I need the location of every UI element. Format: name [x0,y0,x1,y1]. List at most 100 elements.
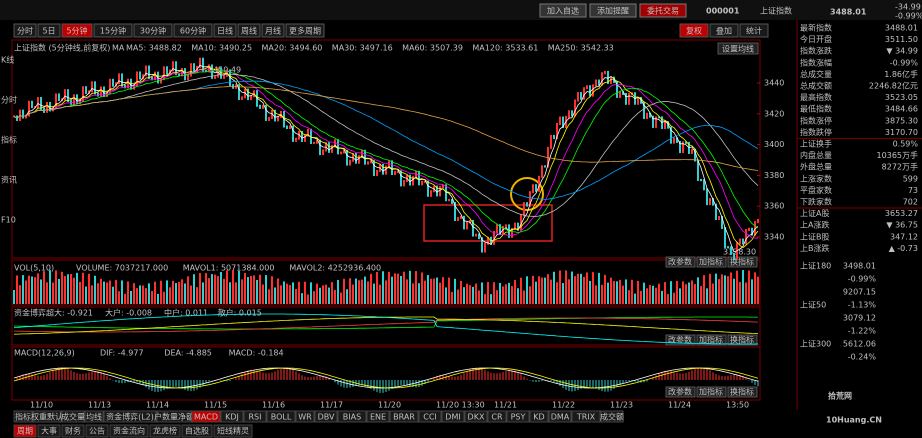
macd-bar [160,380,162,392]
bottom-tab[interactable] [85,424,109,438]
indicator-tab[interactable] [266,410,296,423]
candle [694,148,696,162]
candle [304,134,306,142]
volume-bar [172,280,174,304]
indicator-tab[interactable] [156,410,192,423]
indicator-tab[interactable] [571,410,601,423]
macd-bar [190,380,192,392]
period-tab[interactable] [93,23,133,38]
period-tab[interactable] [13,23,37,38]
indicator-tab[interactable] [441,410,465,423]
indicator-tab[interactable] [529,410,549,423]
indicator-tab[interactable] [389,410,419,423]
button[interactable] [665,256,696,268]
bottom-tab[interactable] [181,424,213,438]
candle [109,78,111,94]
macd-bar [163,380,165,391]
button[interactable] [727,386,758,398]
indicator-tab[interactable] [220,410,244,423]
volume-bar [460,280,462,304]
candle [481,237,483,253]
candle [175,61,177,76]
bottom-tab[interactable] [61,424,85,438]
indicator-tab[interactable] [243,410,267,423]
indicator-tab[interactable] [464,410,488,423]
indicator-tab[interactable] [32,410,62,423]
button[interactable] [665,386,696,398]
button[interactable] [696,386,727,398]
button[interactable] [727,334,758,346]
period-tab[interactable] [237,23,261,38]
bottom-tab[interactable] [213,424,253,438]
macd-bar [316,376,318,380]
indicator-tab[interactable] [548,410,572,423]
button[interactable] [717,42,759,55]
button[interactable] [665,334,696,346]
chart-title: 上证指数 (5分钟线,前复权) [14,43,110,53]
price-tick: 3420 [764,109,784,118]
bottom-tab[interactable] [109,424,149,438]
bottom-tab[interactable] [37,424,61,438]
period-tab[interactable] [285,23,325,38]
period-tab[interactable] [213,23,237,38]
quote-value: 3653.27 [885,209,918,218]
indicator-tab[interactable] [103,410,157,423]
period-tab[interactable] [173,23,213,38]
macd-bar [421,380,423,386]
volume-bar [745,282,747,304]
ma-value: MA10: 3490.25 [191,44,252,53]
indicator-tab[interactable] [487,410,507,423]
period-tab[interactable] [261,23,285,38]
panel-label: VOL(5,10) [14,264,54,273]
indicator-tab[interactable] [506,410,530,423]
macd-bar [466,371,468,380]
candle [484,242,486,253]
candle [571,110,573,117]
period-tab[interactable] [37,23,61,38]
bottom-tab[interactable] [149,424,181,438]
indicator-tab[interactable] [600,410,624,423]
indicator-tab[interactable] [295,410,315,423]
indicator-tab[interactable] [191,410,221,423]
volume-bar [328,287,330,304]
indicator-tab[interactable] [13,410,33,423]
button[interactable] [589,3,637,18]
macd-bar [508,370,510,380]
x-tick: 11/21 [494,401,517,410]
candle [517,222,519,231]
tool-tab[interactable] [739,23,769,38]
indicator-tab[interactable] [61,410,85,423]
tool-tab[interactable] [679,23,709,38]
candle [154,71,156,81]
volume-bar [205,273,207,304]
volume-bar [394,273,396,304]
volume-bar [721,274,723,304]
macd-bar [94,371,96,380]
button[interactable] [727,256,758,268]
macd-bar [757,380,759,387]
macd-bar [580,380,582,389]
volume-bar [112,286,114,304]
button[interactable] [639,3,687,18]
tool-tab[interactable] [709,23,739,38]
candle [682,141,684,154]
button[interactable] [539,3,587,18]
button[interactable] [696,334,727,346]
bottom-tab[interactable] [13,424,37,438]
button[interactable] [696,256,727,268]
candle [622,91,624,95]
macd-bar [184,380,186,390]
candle [592,84,594,97]
period-tab[interactable] [61,23,93,38]
indicator-tab[interactable] [418,410,442,423]
candle [145,65,147,77]
indicator-tab[interactable] [84,410,104,423]
indicator-tab[interactable] [337,410,367,423]
indicator-tab[interactable] [314,410,338,423]
macd-bar [76,373,78,380]
volume-bar [307,294,309,304]
volume-bar [628,290,630,304]
volume-bar [562,283,564,304]
indicator-tab[interactable] [366,410,390,423]
period-tab[interactable] [133,23,173,38]
